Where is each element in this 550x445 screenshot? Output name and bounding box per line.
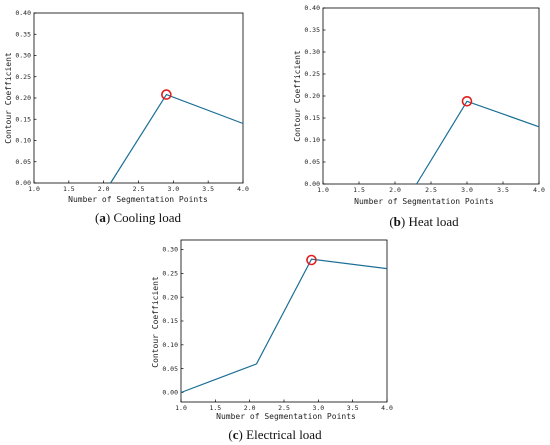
panel-a-y-axis-label: Contour Coefficient — [4, 52, 13, 144]
panel-b-y-tick-label: 0.05 — [304, 158, 320, 166]
panel-c-x-tick-label: 2.0 — [244, 404, 256, 412]
panel-b-caption-letter: b — [394, 214, 401, 229]
panel-b-plot-frame — [322, 7, 540, 185]
panel-b-caption-text: Heat load — [405, 214, 459, 229]
panel-b-series-line — [416, 100, 540, 185]
panel-c-x-tick-label: 3.5 — [347, 404, 359, 412]
panel-b-y-tick-label: 0.40 — [304, 4, 320, 12]
panel-a-x-tick-label: 1.5 — [63, 185, 75, 193]
panel-a-x-tick-label: 2.5 — [133, 185, 145, 193]
panel-b-y-tick-label: 0.15 — [304, 114, 320, 122]
panel-c-x-ticks: 1.0 1.5 2.0 2.5 3.0 3.5 4.0 — [175, 399, 393, 412]
panel-c-y-tick-label: 0.30 — [162, 246, 178, 254]
panel-a-x-tick-label: 2.0 — [98, 185, 110, 193]
panel-b-optimum-marker — [461, 95, 473, 107]
panel-c-x-tick-label: 4.0 — [381, 404, 393, 412]
panel-b-x-tick-label: 2.0 — [389, 186, 401, 194]
panel-a-series-line — [110, 93, 244, 184]
panel-a-y-tick-label: 0.00 — [15, 179, 31, 187]
panel-a-x-ticks: 1.0 1.5 2.0 2.5 3.0 3.5 4.0 — [28, 180, 249, 193]
panel-c-x-tick-label: 1.0 — [175, 404, 187, 412]
panel-b-x-ticks: 1.0 1.5 2.0 2.5 3.0 3.5 4.0 — [317, 181, 545, 194]
panel-a-y-tick-label: 0.35 — [15, 30, 31, 38]
panel-b-y-ticks: 0.00 0.05 0.10 0.15 0.20 0.25 0.30 0.35 0.40 — [304, 4, 326, 188]
panel-b-y-tick-label: 0.35 — [304, 26, 320, 34]
panel-a-y-tick-label: 0.40 — [15, 9, 31, 17]
panel-a-caption-letter: a — [99, 210, 106, 225]
panel-c-y-axis-label: Contour Coefficient — [151, 276, 160, 368]
panel-c-y-tick-label: 0.25 — [162, 270, 178, 278]
panel-a-x-tick-label: 1.0 — [28, 185, 40, 193]
panel-b-y-tick-label: 0.30 — [304, 48, 320, 56]
panel-a-x-tick-label: 3.0 — [167, 185, 179, 193]
panel-a-optimum-marker — [161, 89, 172, 100]
panel-a-x-axis-label: Number of Segmentation Points — [68, 195, 208, 204]
panel-b-y-tick-label: 0.10 — [304, 136, 320, 144]
panel-c-electrical-load: 1.0 1.5 2.0 2.5 3.0 3.5 4.0 0.000.050.100.150.… — [151, 239, 393, 442]
panel-b-x-tick-label: 4.0 — [533, 186, 545, 194]
panel-b-y-tick-label: 0.20 — [304, 92, 320, 100]
panel-b-heat-load: 1.0 1.5 2.0 2.5 3.0 3.5 4.0 0.000.050.100.150.… — [293, 4, 545, 229]
panel-c-optimum-marker — [306, 254, 317, 266]
panel-a-y-tick-label: 0.05 — [15, 158, 31, 166]
panel-b-y-axis-label: Contour Coefficient — [293, 50, 302, 142]
panel-a-y-ticks: 0.00 0.05 0.10 0.15 0.20 0.25 0.30 0.35 0.40 — [15, 9, 37, 187]
panel-c-caption-text: Electrical load — [243, 427, 322, 442]
panel-c-y-tick-label: 0.00 — [162, 389, 178, 397]
panel-c-caption-letter: c — [233, 427, 239, 442]
panel-c-caption: (c) Electrical load — [228, 427, 322, 442]
panel-b-x-tick-label: 1.0 — [317, 186, 329, 194]
panel-a-cooling-load: 1.0 1.5 2.0 2.5 3.0 3.5 4.0 0.000.050.100.150.… — [4, 9, 249, 225]
panel-a-y-tick-label: 0.15 — [15, 115, 31, 123]
panel-c-x-tick-label: 1.5 — [209, 404, 221, 412]
panel-b-x-tick-label: 3.0 — [461, 186, 473, 194]
panel-c-x-tick-label: 3.0 — [312, 404, 324, 412]
panel-b-x-tick-label: 2.5 — [425, 186, 437, 194]
panel-b-caption: (b) Heat load — [389, 214, 459, 229]
panel-a-caption-text: Cooling load — [110, 210, 181, 225]
panel-a-y-tick-label: 0.30 — [15, 52, 31, 60]
panel-b-x-tick-label: 3.5 — [497, 186, 509, 194]
panel-c-y-tick-label: 0.10 — [162, 341, 178, 349]
panel-b-y-tick-label: 0.00 — [304, 180, 320, 188]
panel-a-x-tick-label: 4.0 — [237, 185, 249, 193]
panel-b-y-tick-label: 0.25 — [304, 70, 320, 78]
panel-a-y-tick-label: 0.20 — [15, 94, 31, 102]
panel-a-caption: (a) Cooling load — [95, 210, 181, 225]
panel-a-y-tick-label: 0.10 — [15, 137, 31, 145]
panel-b-x-tick-label: 1.5 — [353, 186, 365, 194]
panel-a-y-tick-label: 0.25 — [15, 73, 31, 81]
panel-a-x-tick-label: 3.5 — [202, 185, 214, 193]
panel-c-y-tick-label: 0.15 — [162, 317, 178, 325]
panel-c-y-ticks: 0.00 0.05 0.10 0.15 0.20 0.25 0.30 — [162, 246, 184, 397]
panel-c-y-tick-label: 0.05 — [162, 365, 178, 373]
panel-c-x-axis-label: Number of Segmentation Points — [216, 412, 356, 421]
panel-c-series-line — [180, 258, 388, 394]
panel-b-x-axis-label: Number of Segmentation Points — [354, 197, 494, 206]
panel-c-x-tick-label: 2.5 — [278, 404, 290, 412]
panel-c-y-tick-label: 0.20 — [162, 293, 178, 301]
panel-a-plot-frame — [33, 12, 244, 184]
